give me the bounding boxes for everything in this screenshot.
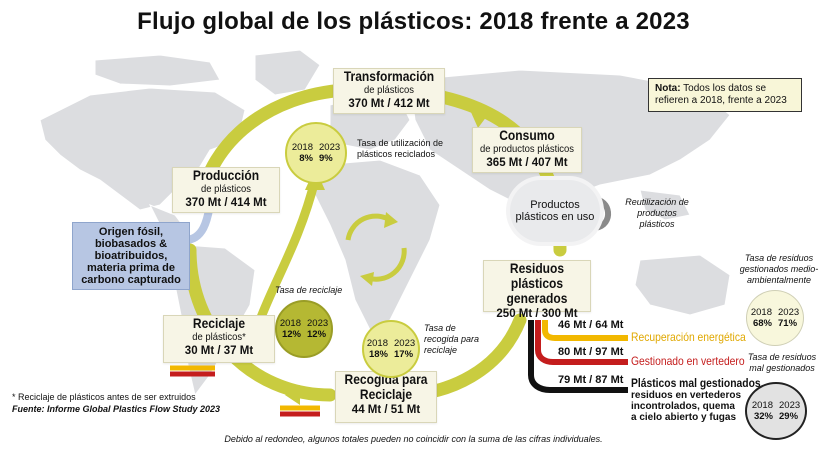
recycled-use-year1: 2018 [291, 142, 313, 153]
source: Fuente: Informe Global Plastics Flow Stu… [12, 404, 221, 414]
env-managed-value1: 68% [752, 318, 772, 329]
recycling-box: Reciclaje de plásticos* 30 Mt / 37 Mt [163, 315, 275, 363]
collection-box: Recogida para Reciclaje 44 Mt / 51 Mt [335, 371, 437, 423]
mismanaged-year2: 2023 [779, 400, 801, 411]
mismanaged-flow-sub: residuos en vertederos incontrolados, qu… [631, 390, 742, 423]
transformation-value: 370 Mt / 412 Mt [348, 98, 430, 110]
recycled-use-value1: 8% [299, 153, 313, 164]
transformation-box: Transformación de plásticos 370 Mt / 412… [333, 68, 445, 114]
recycled-use-caption: Tasa de utilización de plásticos recicla… [357, 138, 444, 159]
collection-rate-year1: 2018 [366, 338, 388, 349]
recycled-use-rate-circle: 2018 2023 8% 9% [285, 122, 347, 184]
env-managed-value2: 71% [778, 318, 798, 329]
recycling-value: 30 Mt / 37 Mt [184, 345, 254, 357]
production-title: Producción [192, 167, 260, 183]
env-managed-year1: 2018 [750, 307, 772, 318]
note-box: Nota: Todos los datos se refieren a 2018… [648, 78, 802, 112]
recycling-rate-year1: 2018 [279, 318, 301, 329]
mismanaged-flow-label: Plásticos mal gestionados [631, 376, 761, 390]
collection-value: 44 Mt / 51 Mt [351, 404, 421, 416]
env-managed-caption: Tasa de residuos gestionados medio-ambie… [739, 253, 819, 285]
recycling-rate-circle: 2018 2023 12% 12% [275, 300, 333, 358]
note-label: Nota: [655, 83, 681, 94]
products-in-use-text: Productos plásticos en uso [515, 199, 595, 223]
collection-title: Recogida para Reciclaje [344, 371, 428, 402]
mismanaged-rate-circle: 2018 2023 32% 29% [745, 382, 807, 440]
consumption-box: Consumo de productos plásticos 365 Mt / … [472, 127, 582, 173]
mismanaged-year1: 2018 [751, 400, 773, 411]
reuse-caption: Reutilización de productos plásticos [625, 197, 689, 229]
env-managed-rate-circle: 2018 2023 68% 71% [746, 290, 804, 346]
collection-rate-value2: 17% [394, 349, 414, 360]
origin-box: Origen fósil, biobasados & bioatribuidos… [72, 222, 190, 290]
recycled-use-year2: 2023 [319, 142, 341, 153]
collection-rate-value1: 18% [368, 349, 388, 360]
landfill-flow-label: Gestionado en vertedero [631, 354, 745, 368]
recycling-rate-value1: 12% [281, 329, 301, 340]
mismanaged-caption: Tasa de residuos mal gestionados [747, 352, 817, 373]
products-in-use-cloud [510, 180, 600, 242]
production-box: Producción de plásticos 370 Mt / 414 Mt [172, 167, 280, 213]
waste-generated-box: Residuos plásticos generados 250 Mt / 30… [483, 260, 591, 320]
production-value: 370 Mt / 414 Mt [185, 197, 267, 209]
waste-generated-title: Residuos plásticos generados [506, 260, 568, 306]
mismanaged-value1: 32% [753, 411, 773, 422]
recycling-rate-value2: 12% [307, 329, 327, 340]
recycling-title: Reciclaje [192, 315, 246, 331]
mismanaged-value2: 29% [779, 411, 799, 422]
recycling-sub: de plásticos* [192, 331, 246, 343]
energy-flow-value: 46 Mt / 64 Mt [558, 319, 624, 331]
mismanaged-flow-value: 79 Mt / 87 Mt [558, 374, 624, 386]
collection-rate-circle: 2018 2023 18% 17% [362, 320, 420, 378]
recycling-rate-caption: Tasa de reciclaje [275, 285, 343, 295]
waste-generated-value: 250 Mt / 300 Mt [496, 308, 578, 320]
footnote: * Reciclaje de plásticos antes de ser ex… [12, 392, 196, 402]
consumption-value: 365 Mt / 407 Mt [486, 157, 568, 169]
landfill-flow-value: 80 Mt / 97 Mt [558, 346, 624, 358]
recycled-use-value2: 9% [319, 153, 333, 164]
production-sub: de plásticos [201, 183, 251, 195]
consumption-title: Consumo [499, 127, 555, 143]
collection-rate-year2: 2023 [394, 338, 416, 349]
page-title: Flujo global de los plásticos: 2018 fren… [137, 8, 690, 35]
note-text: Todos los datos se refieren a 2018, fren… [655, 83, 787, 106]
collection-rate-caption: Tasa de recogida para reciclaje [424, 323, 480, 355]
energy-flow-label: Recuperación energética [631, 330, 746, 344]
env-managed-year2: 2023 [778, 307, 800, 318]
rounding-note: Debido al redondeo, algunos totales pued… [224, 434, 603, 444]
transformation-title: Transformación [343, 68, 435, 84]
recycling-rate-year2: 2023 [307, 318, 329, 329]
consumption-sub: de productos plásticos [479, 143, 575, 155]
transformation-sub: de plásticos [364, 84, 414, 96]
